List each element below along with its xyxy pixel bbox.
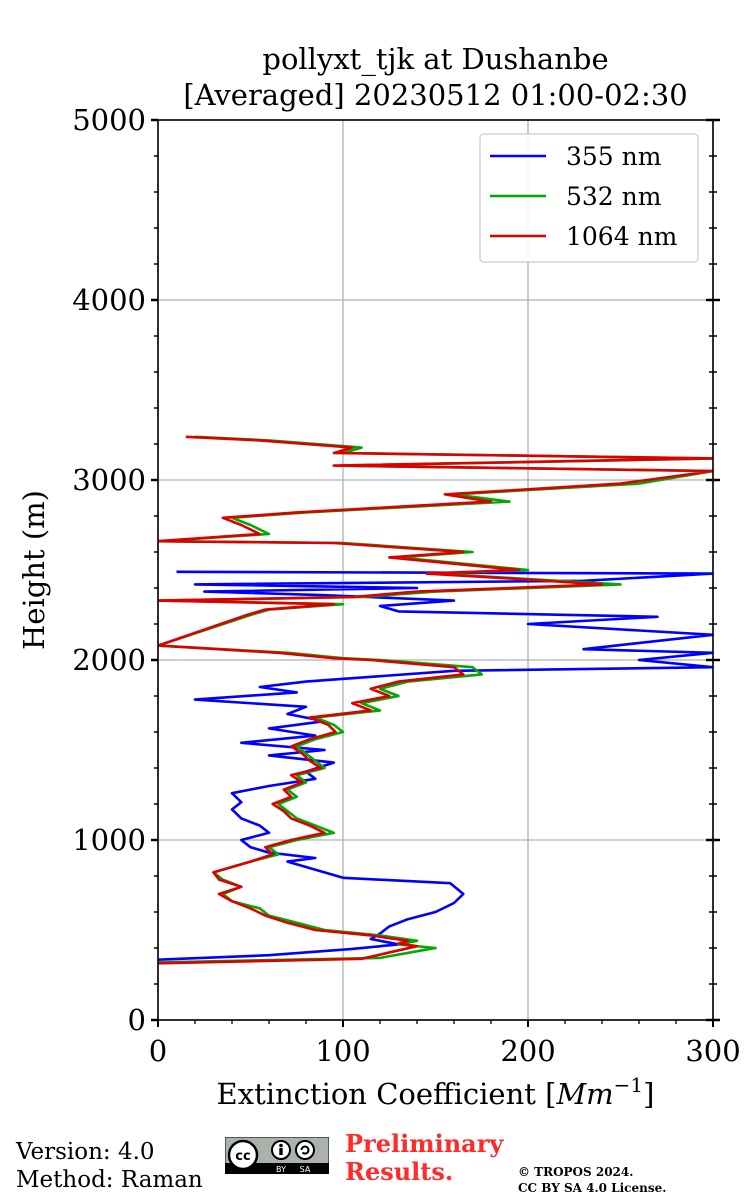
- series-line-1064-nm: [158, 435, 713, 965]
- y-tick-label-5: 5000: [72, 103, 146, 137]
- legend-label-1: 532 nm: [566, 182, 662, 211]
- series-group: [158, 435, 713, 965]
- series-line-355-nm: [158, 570, 713, 961]
- legend-box: [479, 133, 699, 263]
- svg-text:cc: cc: [235, 1149, 250, 1164]
- y-tick-label-1: 1000: [72, 823, 146, 857]
- preliminary-notice: Preliminary Results.: [345, 1130, 503, 1186]
- version-label: Version: 4.0: [16, 1139, 155, 1165]
- legend-label-0: 355 nm: [566, 142, 662, 171]
- copyright-notice: © TROPOS 2024. CC BY SA 4.0 License.: [518, 1164, 666, 1196]
- x-tick-label-3: 300: [685, 1034, 740, 1068]
- x-tick-label-1: 100: [315, 1034, 370, 1068]
- plot-frame: [157, 119, 714, 1021]
- chart-title-line-2: [Averaged] 20230512 01:00-02:30: [183, 78, 688, 112]
- y-axis-label: Height (m): [17, 490, 51, 650]
- badge-by-text: BY: [276, 1165, 286, 1174]
- y-tick-label-4: 4000: [72, 283, 146, 317]
- cc-license-badge: cc BY SA: [225, 1137, 329, 1174]
- legend-label-2: 1064 nm: [566, 222, 678, 251]
- y-tick-label-2: 2000: [72, 643, 146, 677]
- method-label: Method: Raman: [16, 1167, 203, 1193]
- x-axis-label: Extinction Coefficient [Mm−1]: [217, 1073, 655, 1111]
- copyright-line-2: CC BY SA 4.0 License.: [518, 1181, 667, 1195]
- chart-canvas: 0 100 200 300010002000300040005000Extinctio…: [17, 103, 741, 1111]
- prelim-line-2: Results.: [345, 1157, 454, 1186]
- badge-sa-text: SA: [300, 1165, 311, 1174]
- footer-version-info: Version: 4.0 Method: Raman: [16, 1138, 203, 1194]
- x-tick-label-2: 200: [500, 1034, 555, 1068]
- y-tick-label-3: 3000: [72, 463, 146, 497]
- prelim-line-1: Preliminary: [345, 1129, 504, 1158]
- y-tick-label-0: 0: [128, 1003, 146, 1037]
- copyright-line-1: © TROPOS 2024.: [518, 1165, 634, 1179]
- x-tick-label-0: 0: [149, 1034, 167, 1068]
- chart-title-line-1: pollyxt_tjk at Dushanbe: [262, 42, 609, 76]
